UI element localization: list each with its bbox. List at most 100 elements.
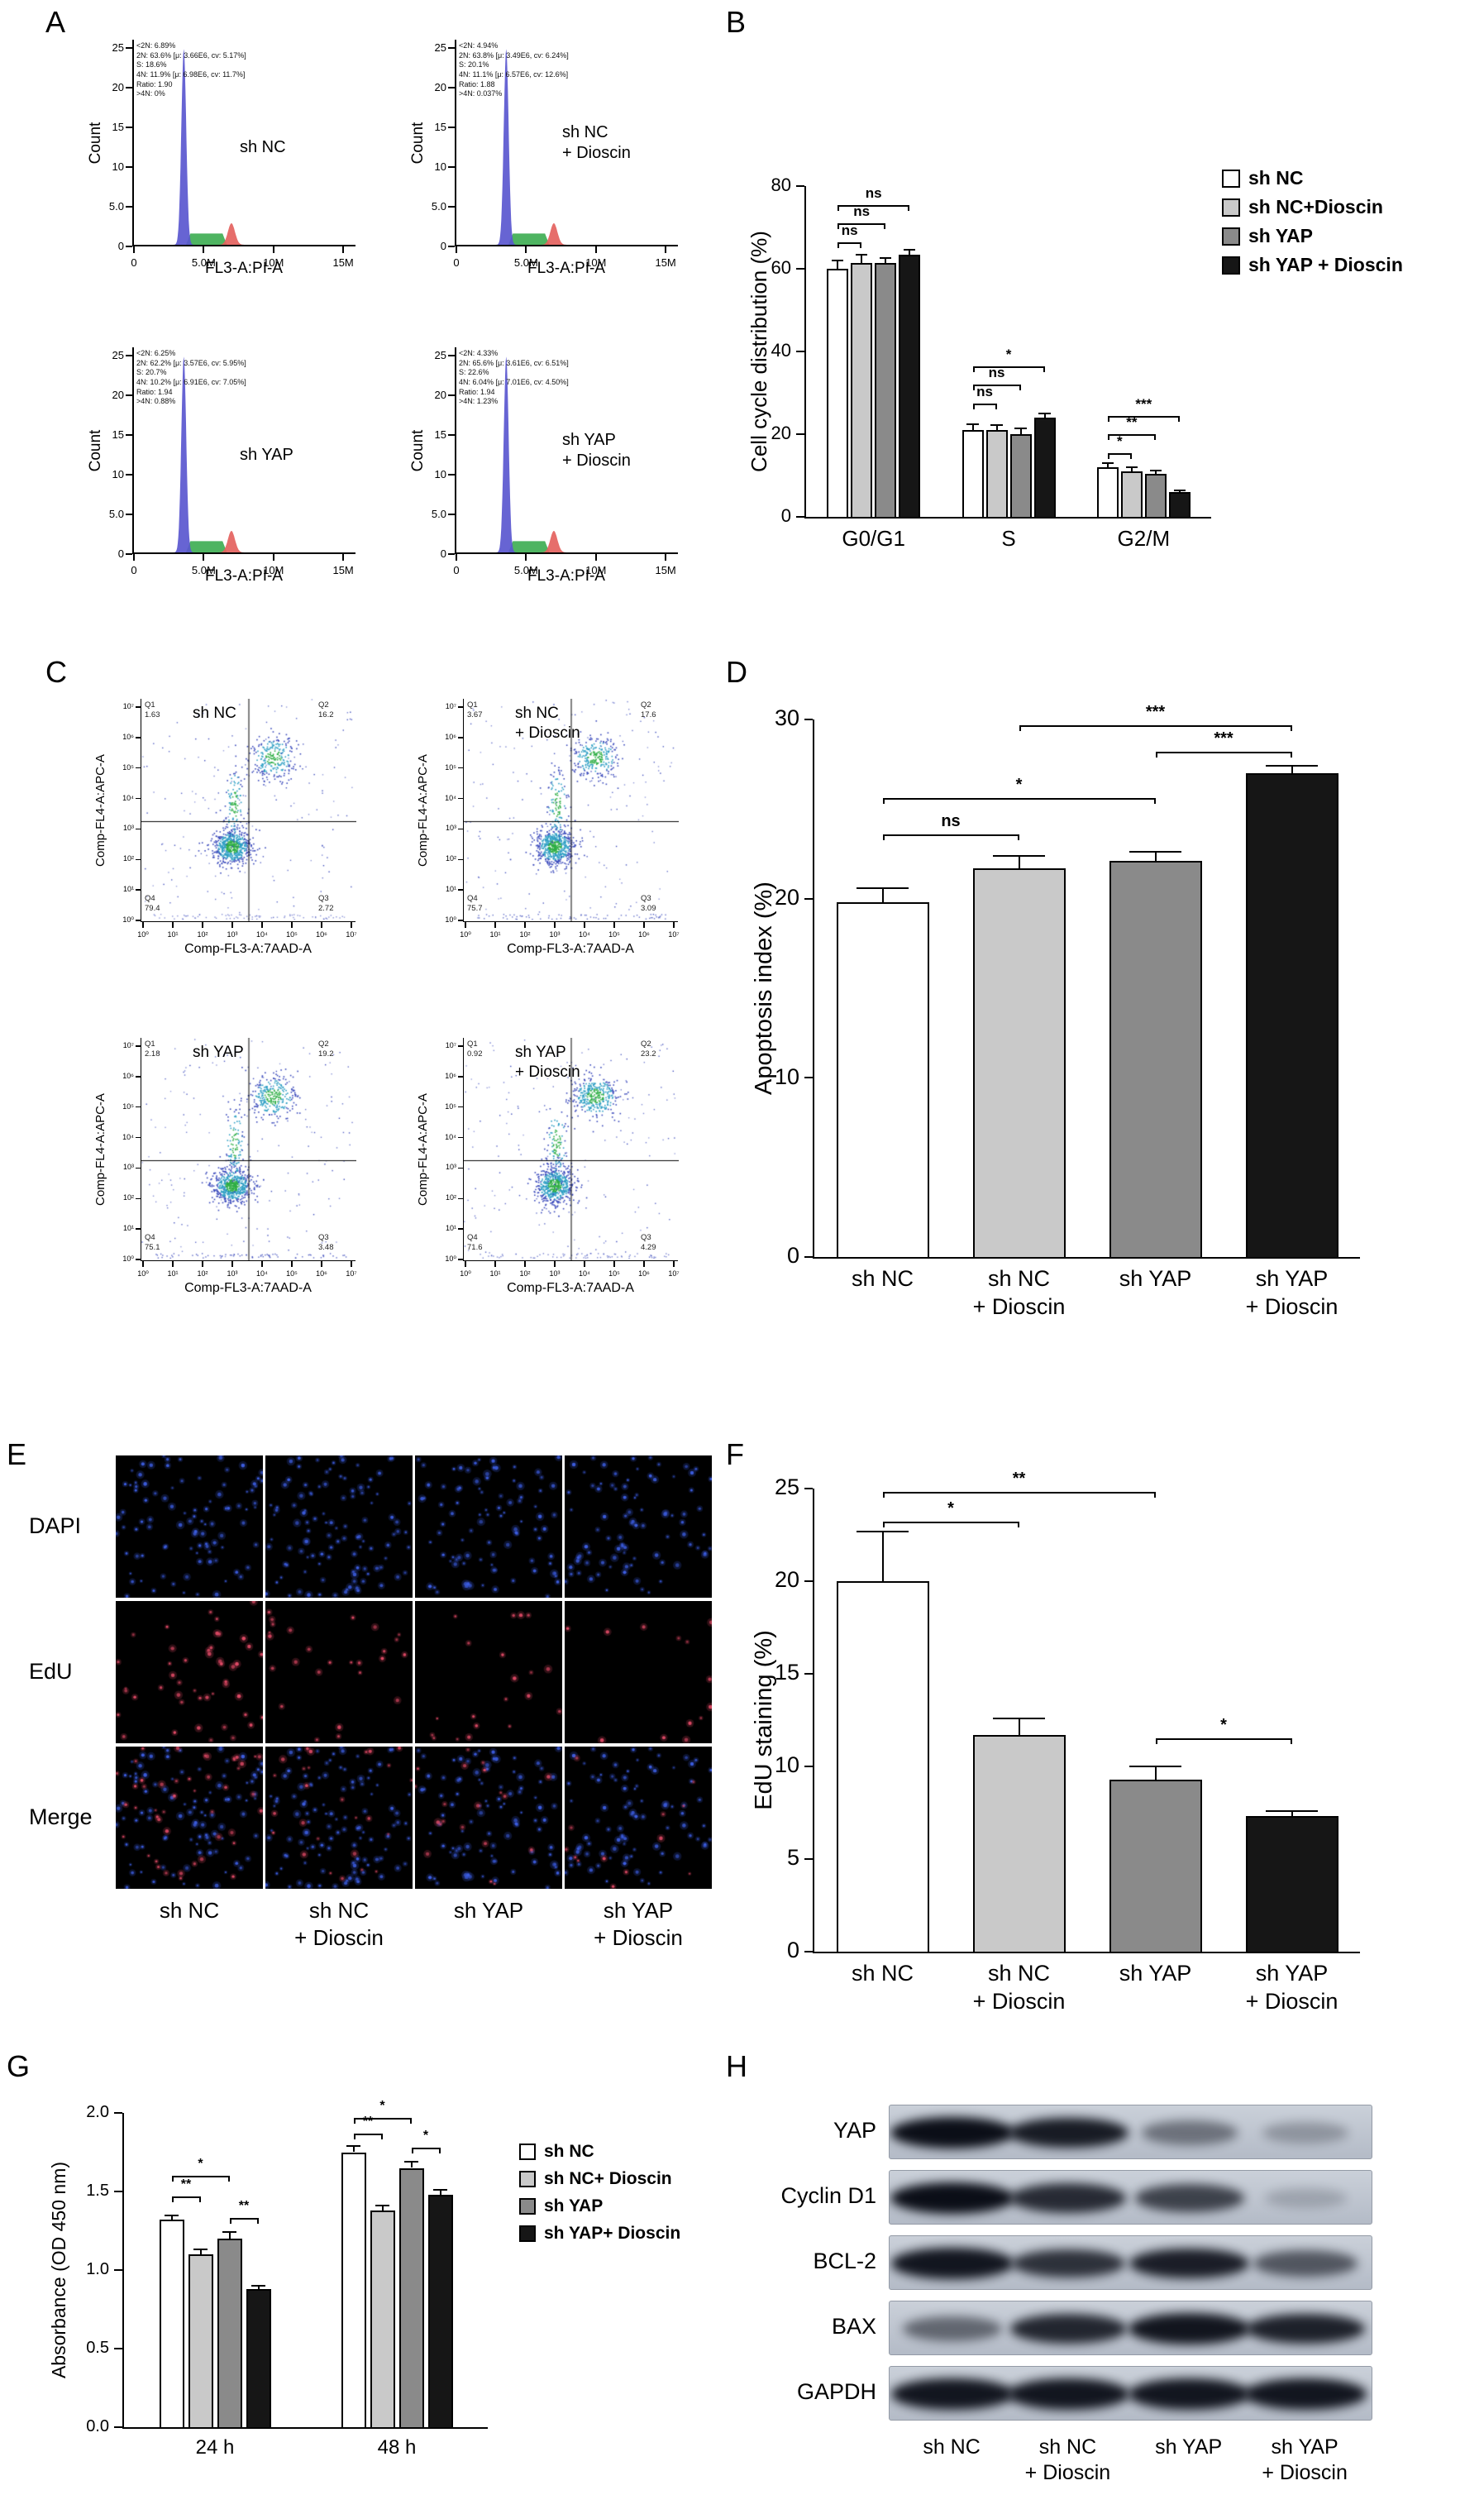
x-tick <box>465 922 466 928</box>
quadrant-label: Q2 19.2 <box>318 1040 334 1059</box>
protein-band <box>891 2378 1014 2410</box>
error-bar <box>881 887 884 902</box>
significance-tick <box>1153 1492 1156 1498</box>
microscopy-image <box>565 1747 712 1889</box>
y-tick-label: 20 <box>774 1567 799 1593</box>
significance-tick <box>256 2218 259 2225</box>
y-tick-label: 40 <box>771 340 791 361</box>
x-tick <box>342 554 345 561</box>
x-tick <box>321 1261 322 1267</box>
microscopy-image <box>265 1455 413 1598</box>
y-tick-label: 0 <box>786 1938 799 1963</box>
y-tick <box>448 513 455 515</box>
error-bar <box>1291 1810 1293 1817</box>
protein-band <box>1129 2378 1251 2410</box>
error-bar <box>170 2215 173 2220</box>
blot-row-label: Cyclin D1 <box>780 2183 876 2208</box>
y-tick-label: 10⁶ <box>445 1071 456 1080</box>
y-tick-label: 10⁷ <box>122 702 134 710</box>
error-bar <box>1106 463 1109 467</box>
protein-band <box>1244 2378 1367 2410</box>
x-tick-label: 10⁴ <box>256 1269 268 1278</box>
y-tick <box>126 553 132 555</box>
y-tick <box>136 1197 141 1200</box>
quadrant-label: Q4 75.1 <box>145 1233 160 1253</box>
significance-tick <box>1155 1738 1157 1745</box>
x-tick-label: 10⁵ <box>608 930 620 939</box>
error-bar-cap <box>1125 466 1138 468</box>
y-tick <box>126 513 132 515</box>
y-tick <box>458 1106 464 1108</box>
y-tick-label: 0 <box>440 240 446 252</box>
y-axis <box>122 2113 124 2427</box>
bar <box>972 1734 1066 1952</box>
y-axis <box>804 186 806 517</box>
histogram-curve <box>456 49 678 245</box>
legend-label: sh NC+ Dioscin <box>544 2168 672 2188</box>
y-tick <box>114 2112 122 2114</box>
significance-tick <box>1019 385 1021 390</box>
significance-tick <box>972 403 975 409</box>
significance-tick <box>227 2176 230 2182</box>
x-tick <box>261 1261 263 1267</box>
x-tick <box>594 246 597 253</box>
x-tick <box>525 246 527 253</box>
y-tick <box>126 165 132 168</box>
x-tick-label: 10⁵ <box>286 1269 298 1278</box>
chart-f-y-axis-label: EdU staining (%) <box>751 1630 777 1810</box>
error-bar-cap <box>1266 1809 1318 1812</box>
panel-a-flow-histogram-grid: Count 0 5.0 10 15 20 25 0 5.0M 10M 15M <2N: 6.89% 2N… <box>70 15 715 630</box>
category-label: 48 h <box>377 2436 417 2459</box>
chart-b-legend: sh NC sh NC+Dioscin sh YAP sh YAP + Dioscin <box>1222 164 1403 280</box>
x-tick <box>291 1261 293 1267</box>
error-bar-cap <box>966 423 979 425</box>
legend-swatch <box>519 2197 536 2215</box>
x-axis-label: FL3-A:PI-A <box>527 567 605 585</box>
statistics-line: >4N: 0% <box>136 89 165 98</box>
y-tick <box>126 46 132 49</box>
protein-band <box>1129 2248 1249 2279</box>
significance-tick <box>171 2176 174 2182</box>
legend-label: sh YAP + Dioscin <box>1248 254 1403 275</box>
x-tick <box>524 1261 526 1267</box>
x-tick-label: 10⁶ <box>316 930 327 939</box>
significance-label: * <box>198 2157 203 2171</box>
significance-tick <box>353 2117 355 2124</box>
y-tick <box>136 1106 141 1108</box>
significance-tick <box>882 834 885 840</box>
legend-swatch <box>1222 256 1240 275</box>
significance-tick <box>1153 798 1156 805</box>
y-tick <box>114 2191 122 2192</box>
error-bar-cap <box>903 248 916 251</box>
flow-scatter-cell: Comp-FL4-A:APC-A Q1 1.63 Q2 16.2 Q3 2.72 Q4 79.4… <box>70 674 393 1013</box>
category-label: sh YAP <box>1119 1961 1192 1986</box>
significance-tick <box>409 2117 412 2124</box>
x-tick <box>261 922 263 928</box>
flow-histogram-cell: Count 0 5.0 10 15 20 25 0 5.0M 10M 15M <2N: 6.89% 2N… <box>70 15 393 323</box>
x-tick-label: 10³ <box>227 1269 238 1278</box>
significance-label: ** <box>238 2199 250 2214</box>
y-tick <box>458 767 464 769</box>
y-tick-label: 10³ <box>445 824 456 833</box>
significance-line <box>353 2117 412 2120</box>
x-tick-label: 5.0M <box>513 564 538 576</box>
x-tick <box>272 246 274 253</box>
significance-tick <box>1177 415 1180 422</box>
significance-line <box>972 403 997 405</box>
y-tick <box>448 86 455 88</box>
y-tick <box>458 1045 464 1047</box>
x-axis-label: Comp-FL3-A:7AAD-A <box>184 942 312 956</box>
y-tick <box>448 473 455 476</box>
y-tick <box>136 737 141 738</box>
microscopy-image <box>265 1747 413 1889</box>
x-tick <box>465 1261 466 1267</box>
y-axis-label: Comp-FL4-A:APC-A <box>416 754 430 867</box>
bar <box>1245 773 1338 1257</box>
error-bar-cap <box>857 887 909 889</box>
error-bar <box>1154 470 1157 474</box>
y-tick <box>448 205 455 208</box>
protein-band <box>1009 2314 1128 2344</box>
y-tick-label: 15 <box>434 120 446 133</box>
y-tick-label: 20 <box>774 884 799 910</box>
bar <box>827 269 849 517</box>
